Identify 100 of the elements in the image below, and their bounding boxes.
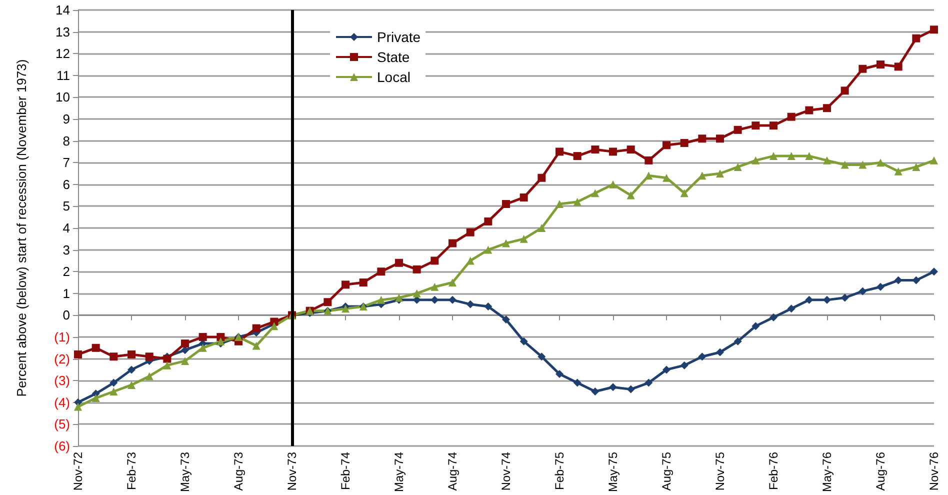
x-tick-label: Feb-73	[124, 452, 138, 490]
point	[912, 34, 920, 42]
y-tick-label: 7	[62, 155, 70, 170]
point	[430, 296, 439, 304]
point	[930, 268, 938, 276]
point	[680, 189, 688, 198]
point	[662, 366, 670, 374]
y-tick-label: 4	[62, 220, 70, 236]
point	[805, 296, 814, 304]
y-tick-label: 0	[62, 308, 70, 323]
y-tick-label: 3	[62, 242, 70, 258]
point	[609, 383, 617, 392]
point	[110, 387, 118, 396]
point	[252, 342, 260, 350]
point	[805, 106, 814, 114]
point	[734, 126, 742, 134]
point	[448, 296, 456, 304]
y-tick-label: 6	[62, 176, 70, 192]
point	[448, 278, 456, 286]
point	[573, 378, 582, 387]
point	[556, 200, 564, 208]
point	[680, 138, 688, 147]
point	[92, 344, 100, 352]
point	[252, 324, 260, 332]
x-tick-label: May-73	[178, 452, 192, 492]
point	[412, 265, 421, 274]
point	[770, 122, 778, 130]
y-axis-title: Percent above (below) start of recession (November 1973)	[14, 59, 29, 397]
point	[484, 302, 492, 310]
y-tick-label: (3)	[54, 373, 70, 388]
point	[840, 294, 849, 302]
point	[573, 152, 582, 160]
point	[930, 26, 938, 34]
point	[752, 322, 760, 330]
point	[324, 298, 332, 306]
y-tick-label: 13	[56, 24, 70, 40]
point	[342, 304, 350, 313]
point	[912, 162, 920, 171]
point	[538, 224, 546, 232]
x-tick-label: Feb-75	[552, 452, 566, 490]
point	[502, 316, 510, 324]
point	[216, 337, 225, 346]
point	[466, 228, 474, 236]
point	[556, 148, 564, 156]
point	[466, 256, 474, 265]
point	[662, 141, 670, 150]
point	[74, 350, 82, 358]
y-tick-label: 12	[56, 46, 70, 62]
point	[805, 152, 814, 160]
point	[128, 366, 136, 374]
point	[181, 340, 189, 348]
point	[752, 122, 760, 130]
point	[128, 380, 136, 389]
point	[270, 322, 278, 330]
point	[538, 174, 546, 182]
point	[734, 162, 742, 171]
point	[680, 361, 688, 370]
legend-label: Local	[377, 69, 410, 85]
x-tick-label: May-75	[606, 452, 620, 492]
point	[484, 246, 492, 254]
y-tick-label: 8	[62, 133, 70, 148]
x-tick-label: Nov-73	[285, 452, 299, 491]
y-tick-label: 9	[62, 111, 70, 126]
point	[823, 104, 831, 112]
point	[502, 200, 510, 208]
point	[876, 158, 884, 167]
point	[770, 313, 778, 322]
point	[858, 287, 867, 296]
x-tick-label: Feb-74	[338, 452, 352, 490]
point	[626, 385, 635, 394]
point	[198, 344, 207, 352]
x-tick-label: Nov-74	[499, 452, 513, 491]
point	[840, 160, 849, 169]
point	[823, 156, 831, 164]
point	[840, 86, 849, 95]
point	[502, 239, 510, 248]
point	[520, 234, 528, 243]
point	[644, 156, 653, 164]
y-tick-label: (4)	[54, 394, 70, 410]
point	[787, 152, 796, 160]
x-tick-label: Aug-75	[660, 452, 674, 491]
x-tick-label: Aug-74	[446, 452, 460, 491]
point	[626, 191, 635, 200]
point	[894, 167, 902, 176]
point	[466, 300, 474, 308]
point	[644, 378, 653, 387]
point	[858, 160, 867, 169]
point	[377, 296, 386, 304]
point	[787, 304, 796, 313]
point	[484, 217, 492, 226]
x-tick-label: Nov-76	[927, 452, 941, 491]
point	[145, 352, 154, 361]
point	[556, 370, 564, 378]
point	[734, 337, 742, 346]
point	[342, 280, 350, 289]
y-tick-label: 14	[56, 2, 70, 18]
point	[163, 361, 172, 370]
point	[538, 352, 546, 361]
y-tick-label: 11	[56, 68, 70, 83]
point	[626, 146, 635, 154]
